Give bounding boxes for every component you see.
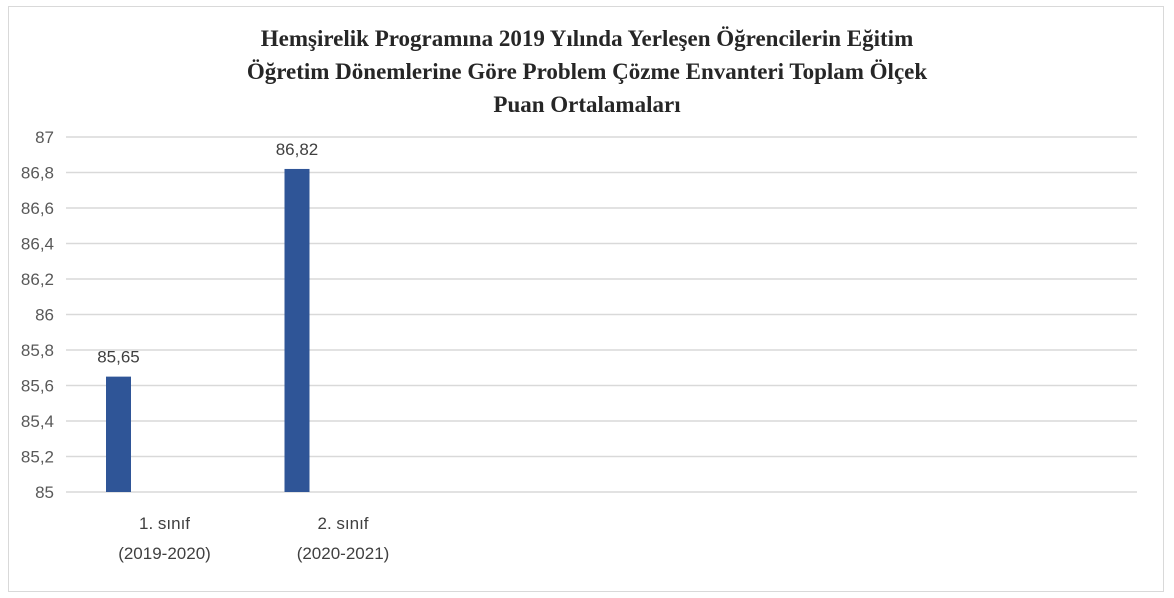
category-label: 1. sınıf	[139, 514, 190, 533]
category-label: 2. sınıf	[317, 514, 368, 533]
y-tick-label: 85	[35, 483, 54, 502]
y-tick-label: 85,2	[21, 448, 54, 467]
y-axis-ticks: 85 85,2 85,4 85,6 85,8 86 86,2 86,4 86,6 86,8 87	[21, 128, 54, 502]
chart-title-line-1: Hemşirelik Programına 2019 Yılında Yerle…	[260, 26, 914, 51]
bar	[284, 168, 310, 492]
y-tick-label: 85,8	[21, 341, 54, 360]
y-tick-label: 86,2	[21, 270, 54, 289]
y-tick-label: 86	[35, 306, 54, 325]
data-label: 86,82	[276, 140, 319, 159]
data-label: 85,65	[97, 348, 140, 367]
y-tick-label: 87	[35, 128, 54, 147]
category-label: (2019-2020)	[118, 544, 211, 563]
data-labels: 85,65 86,82	[97, 140, 318, 367]
bars	[106, 168, 310, 492]
y-tick-label: 86,4	[21, 235, 54, 254]
x-axis-categories: 1. sınıf (2019-2020) 2. sınıf (2020-2021)	[118, 514, 389, 563]
chart-title-line-3: Puan Ortalamaları	[493, 92, 681, 117]
y-tick-label: 85,6	[21, 377, 54, 396]
y-tick-label: 86,6	[21, 199, 54, 218]
gridlines	[66, 136, 1137, 493]
chart-title-line-2: Öğretim Dönemlerine Göre Problem Çözme E…	[246, 59, 928, 84]
bar	[106, 376, 131, 492]
category-label: (2020-2021)	[297, 544, 390, 563]
chart-frame	[8, 6, 1164, 592]
y-tick-label: 86,8	[21, 164, 54, 183]
y-tick-label: 85,4	[21, 412, 54, 431]
chart-title: Hemşirelik Programına 2019 Yılında Yerle…	[0, 22, 1174, 121]
